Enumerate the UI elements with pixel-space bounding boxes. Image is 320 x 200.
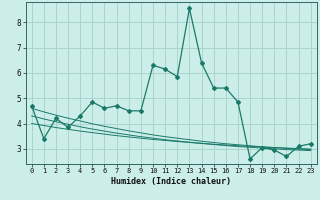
X-axis label: Humidex (Indice chaleur): Humidex (Indice chaleur) (111, 177, 231, 186)
